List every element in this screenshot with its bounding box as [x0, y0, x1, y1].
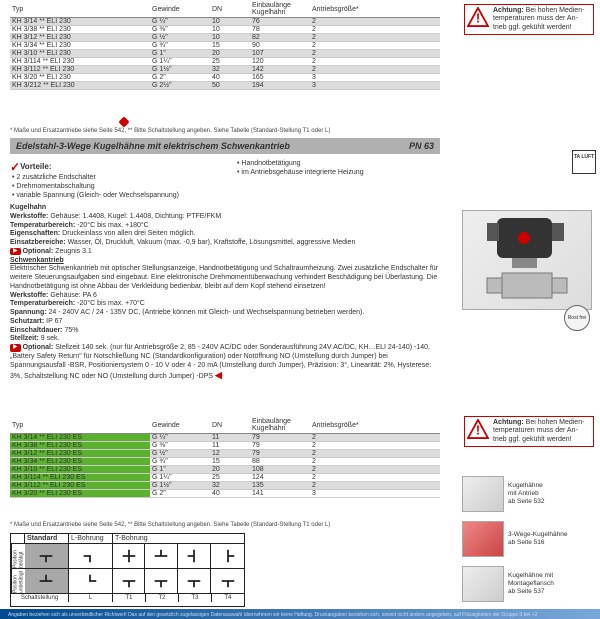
warning-box-top: ! Achtung: Bei hohen Medien­temperaturen… [464, 4, 594, 35]
table-1: Typ Gewinde DN EinbaulängeKugelhahn Antr… [10, 2, 440, 90]
thumb-image [462, 566, 504, 602]
section-title: Edelstahl-3-Wege Kugelhähne mit elektris… [16, 141, 290, 151]
ta-luft-badge: TA LUFT [572, 150, 596, 174]
vorteile-label: Vorteile: [20, 162, 51, 171]
table-row: KH 3/212 ** ELI 230G 2½"501943 [10, 82, 440, 90]
table-row: KH 3/10 ** ELI 230 ESG 1"201082 [10, 466, 440, 474]
bullet: im Antriebsgehäuse integrierte Heizung [243, 169, 440, 178]
table-row: KH 3/12 ** ELI 230 ESG ½"12792 [10, 450, 440, 458]
table-2: Typ Gewinde DN EinbaulängeKugelhahn Antr… [10, 418, 440, 498]
table-row: KH 3/20 ** ELI 230 ESG 2"401413 [10, 490, 440, 498]
table-row: KH 3/34 ** ELI 230 ESG ¾"15882 [10, 458, 440, 466]
table2-footnote: * Maße und Ersatzantriebe siehe Seite 54… [10, 522, 330, 528]
table-row: KH 3/114 ** ELI 230 ESG 1¼"251242 [10, 474, 440, 482]
th-gewinde: Gewinde [150, 2, 210, 18]
checkmark-icon: ✓ [10, 160, 20, 174]
warning-icon: ! [467, 419, 489, 439]
bullet: Drehmomentabschaltung [18, 183, 179, 192]
table-row: KH 3/34 ** ELI 230G ¾"15902 [10, 42, 440, 50]
table-row: KH 3/14 ** ELI 230G ¼"10762 [10, 18, 440, 26]
svg-text:!: ! [476, 10, 480, 25]
bullet: variable Spannung (Gleich- oder Wechsel­… [18, 192, 179, 201]
table-row: KH 3/112 ** ELI 230G 1½"321422 [10, 66, 440, 74]
thumb-image [462, 521, 504, 557]
thumb-2: 3-Wege-Kugelhähne ab Seite 516 [462, 520, 592, 558]
th-antrieb: Antriebsgröße* [310, 2, 440, 18]
optional-badge-2: ▶ [10, 344, 21, 352]
warning-box-2: ! Achtung: Bei hohen Medien­temperaturen… [464, 416, 594, 447]
table-row: KH 3/114 ** ELI 230G 1¼"251202 [10, 58, 440, 66]
table1-footnote: * Maße und Ersatzantriebe siehe Seite 54… [10, 128, 330, 134]
table-row: KH 3/14 ** ELI 230 ESG ¼"11792 [10, 434, 440, 442]
bullet: Handnotbetätigung [243, 160, 440, 169]
thumb-image [462, 476, 504, 512]
table-row: KH 3/10 ** ELI 230G 1"201072 [10, 50, 440, 58]
warning-icon: ! [467, 7, 489, 27]
optional-badge: ▶ [10, 248, 21, 256]
table-row: KH 3/38 ** ELI 230G ⅜"10782 [10, 26, 440, 34]
bullet: 2 zusätzliche Endschalter [18, 174, 179, 183]
section-header: Edelstahl-3-Wege Kugelhähne mit elektris… [10, 138, 440, 154]
red-pin [120, 118, 130, 128]
th-dn: DN [210, 2, 250, 18]
table-row: KH 3/12 ** ELI 230G ½"10822 [10, 34, 440, 42]
svg-text:!: ! [476, 422, 480, 437]
thumb-3: Kugelhähne mit Montageflansch ab Seite 5… [462, 565, 592, 603]
bore-diagram: Standard L-Bohrung T-Bohrung Position be… [10, 533, 245, 607]
actuator-image [462, 210, 592, 310]
table-row: KH 3/20 ** ELI 230G 2"401653 [10, 74, 440, 82]
table-row: KH 3/38 ** ELI 230 ESG ⅜"11792 [10, 442, 440, 450]
th-typ: Typ [10, 2, 150, 18]
red-arrow-icon: ◀ [215, 370, 222, 380]
table-row: KH 3/112 ** ELI 230 ESG 1½"321352 [10, 482, 440, 490]
body-text: Kugelhahn Werkstoffe: Gehäuse: 1.4408, K… [10, 204, 440, 382]
warning-bold: Achtung: [493, 7, 524, 14]
section-pn: PN 63 [409, 141, 434, 151]
th-kugel: EinbaulängeKugelhahn [250, 2, 310, 18]
footer-text: Angaben beziehen sich als unverbindliche… [8, 612, 537, 618]
rostfrei-badge: Rost frei [564, 305, 590, 331]
thumb-1: Kugelhähne mit Antrieb ab Seite 532 [462, 475, 592, 513]
